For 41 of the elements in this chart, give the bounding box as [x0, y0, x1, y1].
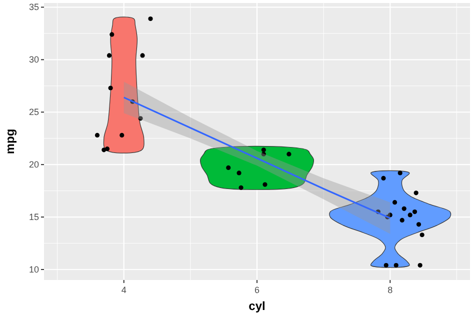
point: [420, 232, 424, 238]
point: [412, 210, 418, 214]
point: [108, 86, 113, 90]
x-tick-label: 8: [388, 285, 393, 295]
point: [384, 263, 388, 268]
point: [261, 148, 266, 152]
point: [262, 182, 268, 187]
point: [148, 16, 153, 22]
y-tick-label: 35: [28, 2, 39, 12]
point: [138, 116, 143, 121]
y-tick-label: 25: [28, 107, 39, 118]
point: [381, 176, 386, 181]
point: [140, 53, 145, 58]
y-tick-label: 10: [28, 264, 39, 275]
y-axis-title: mpg: [3, 128, 17, 154]
point: [418, 263, 422, 268]
x-axis-title: cyl: [248, 299, 266, 313]
point: [106, 53, 112, 58]
line-series: [123, 96, 391, 219]
point: [120, 132, 124, 138]
point: [402, 206, 406, 211]
point: [414, 190, 418, 196]
point: [226, 165, 231, 170]
point: [394, 263, 398, 268]
point: [261, 152, 266, 156]
point: [102, 148, 106, 152]
point: [400, 218, 404, 222]
point: [416, 222, 422, 227]
point: [286, 152, 292, 156]
point: [110, 32, 114, 37]
point: [408, 212, 412, 218]
point: [238, 185, 244, 190]
point: [94, 132, 100, 138]
point: [398, 170, 402, 176]
point: [392, 200, 398, 205]
x-tick-label: 4: [121, 285, 126, 295]
x-tick-label: 6: [254, 285, 260, 295]
point: [236, 170, 242, 176]
y-tick-label: 15: [28, 212, 39, 222]
y-tick-label: 30: [28, 54, 39, 65]
y-tick-label: 20: [28, 160, 39, 170]
